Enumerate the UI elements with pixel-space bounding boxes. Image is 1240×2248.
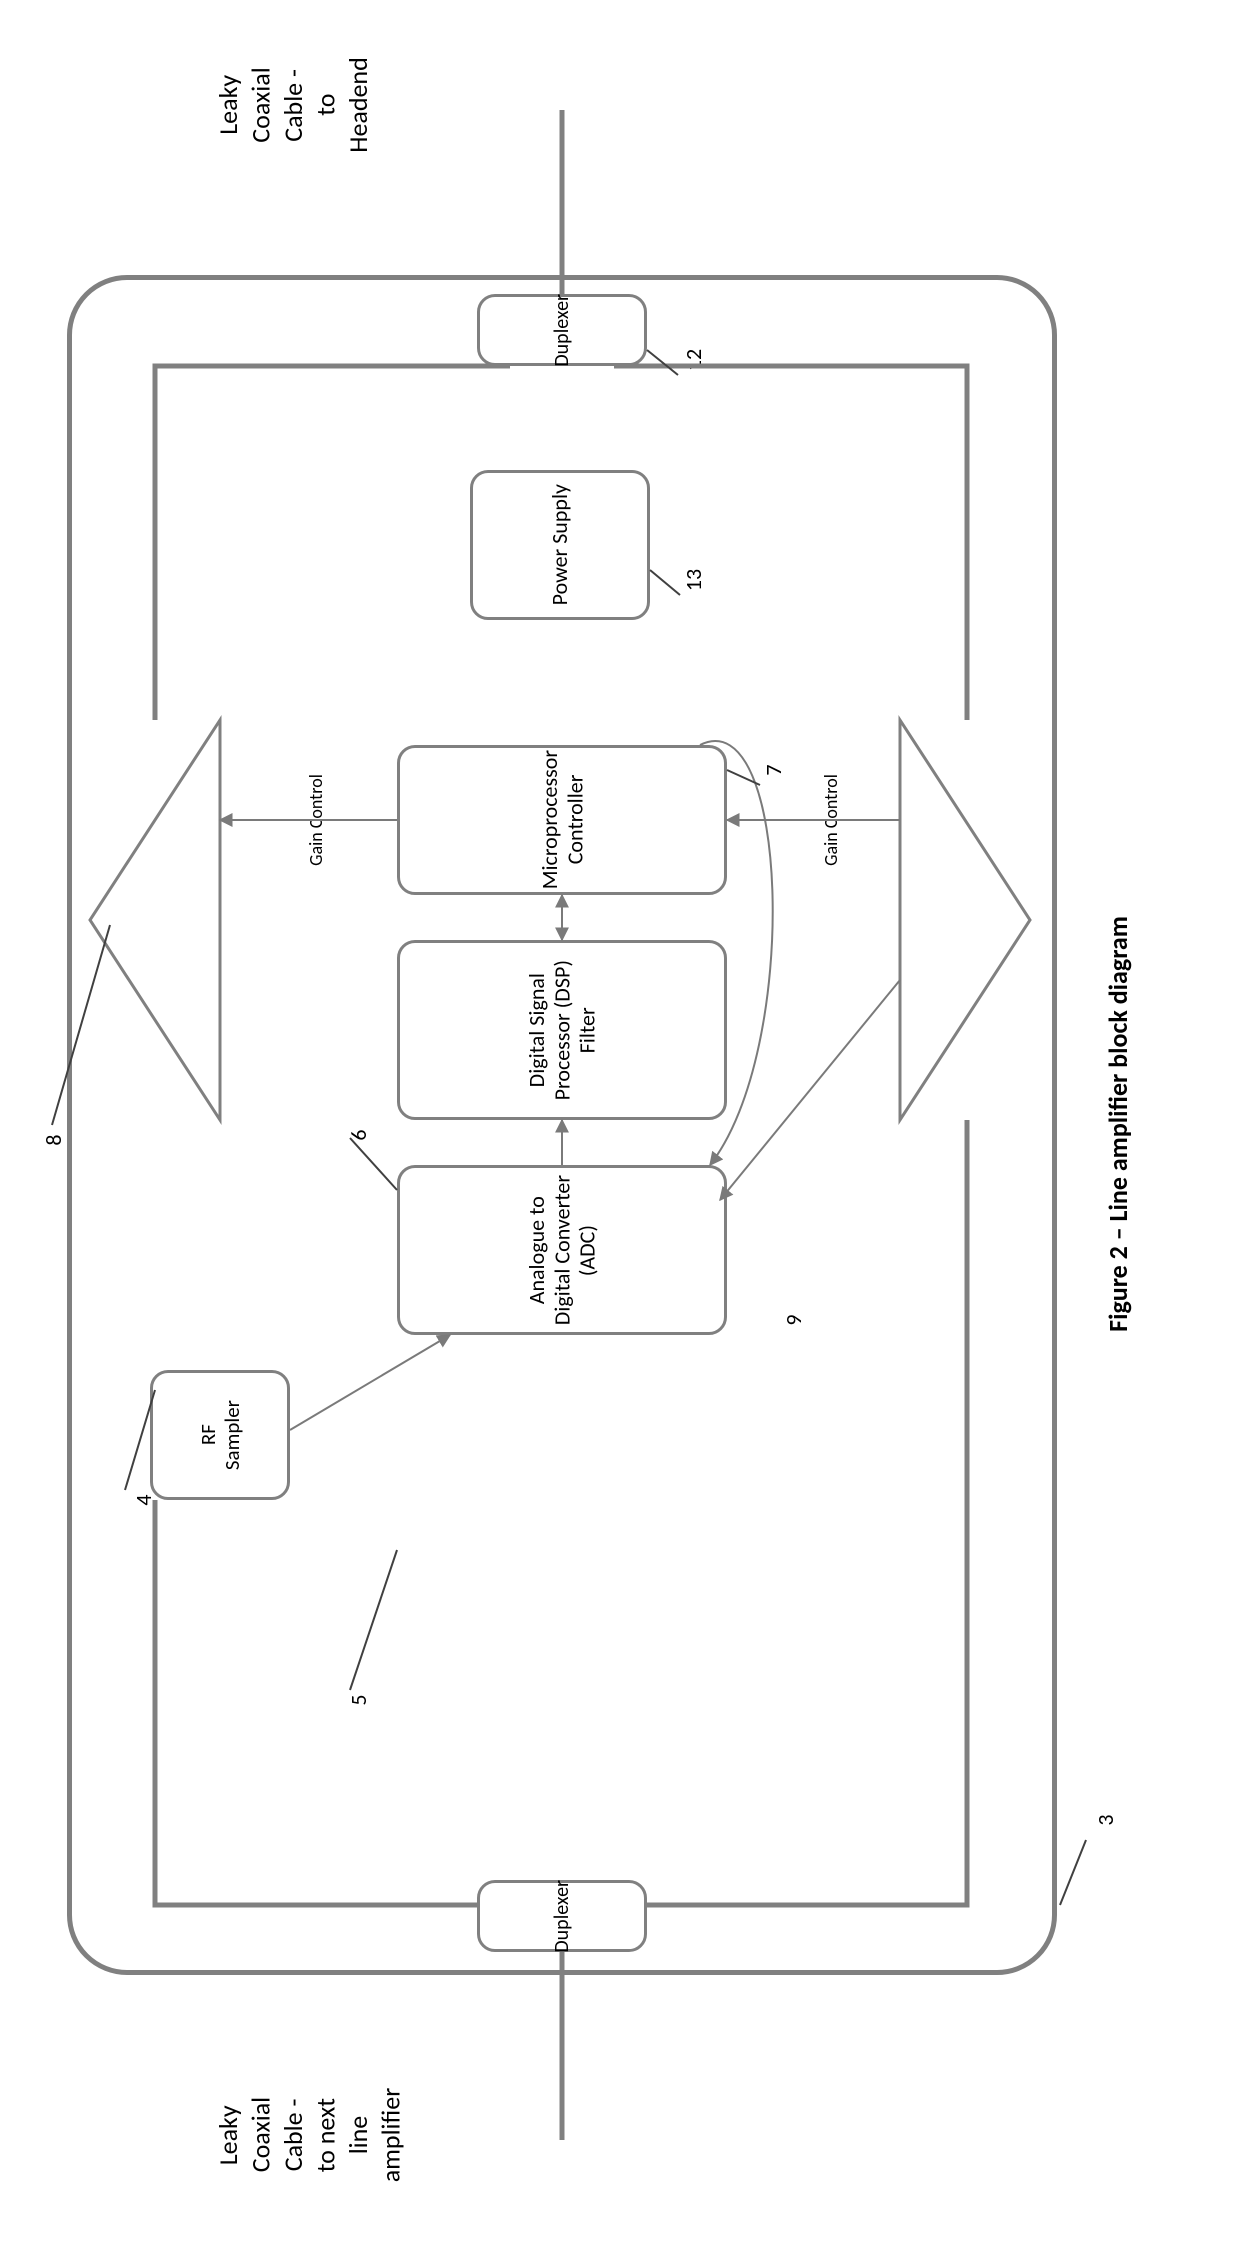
- block-label: Duplexer: [551, 1880, 574, 1953]
- ref-12: 12: [680, 349, 707, 371]
- label-gain-control-downlink: Gain Control: [305, 774, 327, 866]
- figure-caption: Figure 2 – Line amplifier block diagram: [1102, 916, 1134, 1332]
- io-label-next-amp: Leaky Coaxial Cable - to next line ampli…: [212, 2088, 407, 2183]
- ref-9: 9: [780, 1314, 807, 1325]
- block-duplexer-right: Duplexer: [477, 1880, 647, 1952]
- block-rf-sampler: RF Sampler: [150, 1370, 290, 1500]
- ref-6: 6: [345, 1129, 372, 1140]
- block-dsp: Digital Signal Processor (DSP) Filter: [397, 940, 727, 1120]
- ref-4: 4: [130, 1494, 157, 1505]
- block-duplexer-left: Duplexer: [477, 294, 647, 366]
- ref-7: 7: [760, 764, 787, 775]
- label-gain-control-uplink: Gain Control: [820, 774, 842, 866]
- label-uplink-amplifier: Uplink Amplifier: [930, 879, 985, 961]
- block-label: Power Supply: [547, 484, 572, 605]
- block-label: Analogue to Digital Converter (ADC): [524, 1175, 600, 1325]
- block-label: Digital Signal Processor (DSP) Filter: [524, 960, 600, 1100]
- block-label: Microprocessor Controller: [537, 750, 588, 889]
- block-microprocessor: Microprocessor Controller: [397, 745, 727, 895]
- ref-5: 5: [345, 1694, 372, 1705]
- block-label: RF Sampler: [196, 1400, 244, 1470]
- ref-8: 8: [40, 1134, 67, 1145]
- diagram-root: Duplexer Duplexer Power Supply Microproc…: [0, 0, 1240, 2248]
- label-downlink-amplifier: Downlink Amplifier: [160, 878, 215, 962]
- block-label: Duplexer: [551, 294, 574, 367]
- io-label-headend: Leaky Coaxial Cable - to Headend: [212, 57, 375, 153]
- ref-13: 13: [680, 569, 707, 591]
- ref-3: 3: [1092, 1814, 1119, 1825]
- block-power-supply: Power Supply: [470, 470, 650, 620]
- block-adc: Analogue to Digital Converter (ADC): [397, 1165, 727, 1335]
